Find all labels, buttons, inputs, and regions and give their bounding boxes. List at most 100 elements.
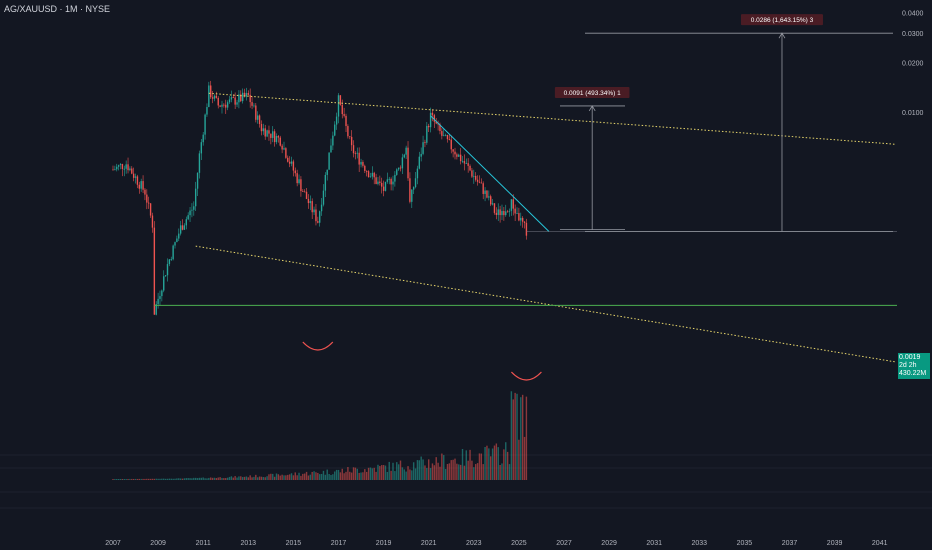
volume-bar: [328, 473, 330, 480]
volume-bar: [371, 468, 374, 480]
candle-body: [352, 145, 355, 154]
candle-body: [176, 238, 178, 243]
volume-bar: [484, 446, 486, 480]
candle-body: [411, 189, 413, 202]
candle-body: [469, 165, 471, 171]
volume-bar: [303, 473, 306, 480]
candle-body: [290, 161, 293, 164]
candle-body: [159, 296, 161, 299]
volume-bar: [324, 474, 327, 480]
volume-bar: [503, 449, 505, 480]
volume-bar: [392, 462, 394, 480]
volume-bar: [358, 472, 360, 480]
volume-bar: [364, 469, 366, 480]
volume-bar: [414, 468, 417, 480]
candle-body: [253, 105, 255, 107]
volume-bar: [365, 471, 368, 480]
candle-body: [381, 182, 383, 187]
candle-body: [497, 209, 499, 215]
volume-bar: [234, 476, 236, 480]
volume-bar: [219, 477, 221, 480]
volume-bar: [448, 463, 451, 480]
volume-bar: [292, 475, 295, 480]
x-tick-label: 2031: [646, 540, 662, 547]
candle-body: [394, 174, 396, 182]
symbol-title[interactable]: AG/XAUUSD · 1M · NYSE: [4, 4, 111, 14]
candle-body: [256, 115, 259, 120]
volume-bar: [228, 476, 231, 480]
volume-bar: [112, 479, 114, 480]
candle-body: [390, 178, 392, 185]
y-tick-label: 0.0300: [902, 31, 924, 38]
volume-bar: [183, 478, 186, 480]
volume-bar: [189, 478, 191, 480]
candle-body: [375, 177, 377, 184]
candle-body: [213, 95, 216, 99]
candle-body: [490, 196, 492, 205]
candle-body: [170, 259, 172, 261]
candle-body: [238, 94, 240, 103]
volume-bar: [384, 465, 387, 480]
candle-body: [226, 102, 229, 108]
volume-bar: [294, 472, 296, 480]
volume-bar: [424, 465, 426, 480]
volume-bar: [125, 478, 127, 480]
candle-body: [262, 128, 265, 132]
candle-body: [189, 210, 191, 216]
candle-body: [360, 162, 362, 165]
candle-body: [501, 211, 503, 216]
price-axis[interactable]: 0.0400 0.0300 0.0200 0.0100: [902, 11, 924, 118]
channel-upper-line: [208, 92, 895, 145]
candle-body: [119, 164, 122, 166]
candle-body: [354, 153, 357, 155]
candle-body: [392, 181, 394, 185]
candle-body: [337, 95, 340, 117]
candle-body: [319, 211, 321, 223]
volume-bar: [127, 478, 129, 480]
candle-body: [249, 94, 251, 103]
volume-bar: [456, 463, 458, 480]
volume-bar: [288, 474, 291, 480]
volume-bar: [367, 467, 370, 480]
volume-bar: [375, 471, 377, 480]
candle-body: [315, 209, 317, 222]
candle-body: [508, 210, 511, 212]
volume-bar: [170, 478, 172, 480]
volume-bar: [296, 475, 298, 480]
candle-body: [258, 115, 261, 125]
volume-bar: [302, 473, 304, 480]
volume-bar: [397, 464, 400, 480]
volume-bar: [322, 470, 325, 480]
candle-body: [399, 167, 402, 169]
candle-body: [367, 171, 370, 178]
volume-bar: [236, 477, 238, 480]
candle-body: [245, 93, 248, 97]
candle-body: [266, 130, 268, 137]
candle-body: [317, 221, 319, 223]
volume-bar: [382, 465, 385, 480]
candle-body: [461, 161, 464, 162]
volume-bar: [394, 471, 396, 480]
candle-body: [219, 105, 221, 107]
candle-body: [178, 233, 180, 239]
volume-bar: [335, 469, 338, 480]
candle-body: [234, 97, 236, 105]
time-axis[interactable]: 2007 2009 2011 2013 2015 2017 2019 2021 2023 2025…: [105, 540, 887, 547]
volume-bar: [444, 468, 447, 480]
candle-body: [356, 152, 358, 154]
drawings[interactable]: 0.0091 (493.34%) 1 0.0286 (1,643.15%) 3: [154, 14, 897, 381]
volume-bar: [416, 460, 419, 480]
volume-bar: [270, 473, 272, 480]
candle-body: [386, 179, 389, 182]
volume-bar: [249, 475, 251, 480]
volume-bar: [428, 459, 430, 480]
last-price-badge: 0.0019 2d 2h 430.22M: [898, 353, 930, 379]
candle-body: [510, 199, 513, 211]
candlesticks: [112, 80, 528, 316]
volume-bar: [114, 478, 116, 480]
volume-bar: [258, 476, 261, 480]
volume-bar: [223, 478, 225, 480]
candle-body: [243, 92, 246, 97]
volume-bar: [446, 463, 449, 480]
